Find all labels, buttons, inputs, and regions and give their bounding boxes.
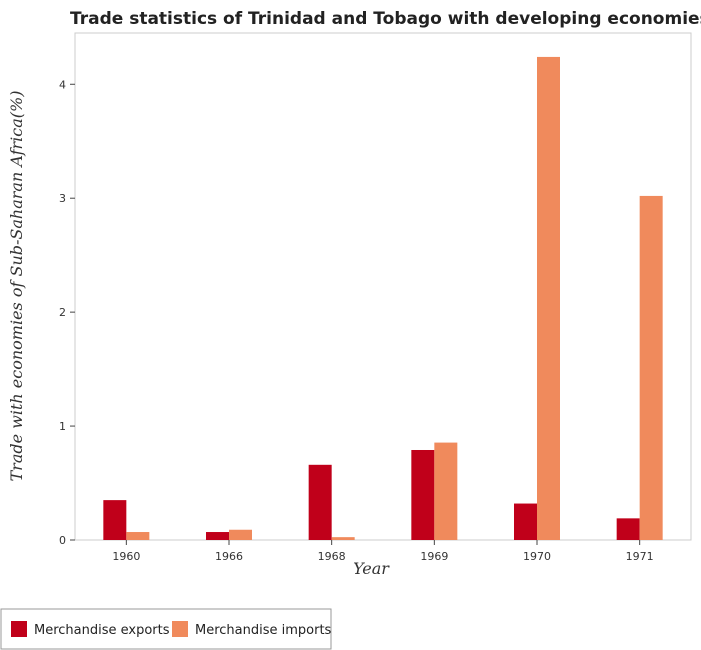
bar-exports — [103, 500, 127, 540]
bar-exports — [411, 449, 435, 540]
legend-label-exports: Merchandise exports — [34, 623, 170, 638]
bar-exports — [514, 503, 537, 540]
chart-title: Trade statistics of Trinidad and Tobago … — [70, 9, 701, 29]
x-tick-label: 1970 — [523, 550, 551, 563]
bar-imports — [537, 56, 560, 540]
y-tick-label: 0 — [59, 534, 66, 547]
bar-imports — [639, 195, 663, 541]
y-tick-label: 2 — [59, 306, 66, 319]
x-tick-label: 1971 — [626, 550, 654, 563]
legend-swatch-imports — [172, 621, 188, 637]
legend-label-imports: Merchandise imports — [195, 623, 332, 638]
legend-swatch-exports — [11, 621, 27, 637]
x-tick-label: 1960 — [112, 550, 140, 563]
x-axis-label: Year — [353, 559, 390, 578]
bar-imports — [229, 529, 252, 540]
bar-exports — [206, 532, 229, 540]
x-tick-label: 1966 — [215, 550, 243, 563]
bar-exports — [308, 464, 332, 540]
x-tick-label: 1969 — [420, 550, 448, 563]
y-axis-ticks: 0 1 2 3 4 — [59, 78, 75, 547]
x-tick-label: 1968 — [318, 550, 346, 563]
legend-box — [0, 608, 332, 650]
bar-imports — [126, 532, 150, 540]
plot-area — [74, 32, 692, 541]
legend: Merchandise exports Merchandise imports — [0, 608, 332, 650]
bar-exports — [616, 518, 640, 540]
y-tick-label: 4 — [59, 78, 66, 91]
y-tick-label: 1 — [59, 420, 66, 433]
y-axis-label: Trade with economies of Sub-Saharan Afri… — [7, 91, 26, 482]
x-axis-ticks: 1960 1966 1968 1969 1970 1971 — [112, 540, 654, 563]
bars — [103, 56, 663, 541]
bar-imports — [331, 537, 355, 540]
bar-imports — [434, 442, 458, 540]
y-tick-label: 3 — [59, 192, 66, 205]
